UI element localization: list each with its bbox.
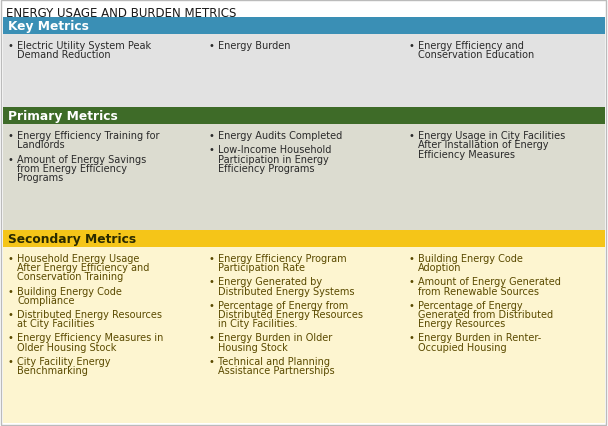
Text: Occupied Housing: Occupied Housing [418,342,507,352]
Text: Distributed Energy Systems: Distributed Energy Systems [218,286,354,296]
Text: Assistance Partnerships: Assistance Partnerships [218,365,334,375]
Text: from Energy Efficiency: from Energy Efficiency [17,164,127,173]
Text: • Amount of Energy Savings: • Amount of Energy Savings [8,154,147,164]
Text: • Percentage of Energy: • Percentage of Energy [409,300,523,310]
Text: • Building Energy Code: • Building Energy Code [409,253,523,263]
Text: in City Facilities.: in City Facilities. [218,319,297,328]
Text: Generated from Distributed: Generated from Distributed [418,309,553,319]
Text: Adoption: Adoption [418,262,462,273]
Text: Key Metrics: Key Metrics [8,20,89,33]
Text: at City Facilities: at City Facilities [17,319,94,328]
Text: • Distributed Energy Resources: • Distributed Energy Resources [8,309,162,319]
Text: • City Facility Energy: • City Facility Energy [8,356,111,366]
Text: Programs: Programs [17,173,63,183]
Text: Energy Resources: Energy Resources [418,319,506,328]
Text: Conservation Training: Conservation Training [17,272,123,282]
Bar [3,108,605,125]
Text: • Amount of Energy Generated: • Amount of Energy Generated [409,277,561,287]
Text: ENERGY USAGE AND BURDEN METRICS: ENERGY USAGE AND BURDEN METRICS [6,7,237,20]
Text: Older Housing Stock: Older Housing Stock [17,342,116,352]
Text: • Technical and Planning: • Technical and Planning [209,356,330,366]
Text: • Low-Income Household: • Low-Income Household [209,145,331,155]
Bar [3,35,605,108]
Text: • Energy Efficiency and: • Energy Efficiency and [409,41,524,51]
Text: • Percentage of Energy from: • Percentage of Energy from [209,300,348,310]
Text: Efficiency Measures: Efficiency Measures [418,149,516,159]
Text: Landlords: Landlords [17,140,64,150]
Text: Primary Metrics: Primary Metrics [8,110,118,123]
Text: • Energy Burden in Renter-: • Energy Burden in Renter- [409,333,542,343]
Text: Conservation Education: Conservation Education [418,50,534,60]
Bar [3,230,605,248]
Text: • Energy Generated by: • Energy Generated by [209,277,322,287]
Text: • Building Energy Code: • Building Energy Code [8,286,122,296]
Text: Demand Reduction: Demand Reduction [17,50,111,60]
Text: After Installation of Energy: After Installation of Energy [418,140,549,150]
Text: • Energy Burden in Older: • Energy Burden in Older [209,333,332,343]
Text: Secondary Metrics: Secondary Metrics [8,233,136,245]
Text: • Energy Audits Completed: • Energy Audits Completed [209,131,342,141]
Text: Distributed Energy Resources: Distributed Energy Resources [218,309,362,319]
Text: • Household Energy Usage: • Household Energy Usage [8,253,139,263]
Text: • Electric Utility System Peak: • Electric Utility System Peak [8,41,151,51]
Text: After Energy Efficiency and: After Energy Efficiency and [17,262,150,273]
Text: • Energy Efficiency Program: • Energy Efficiency Program [209,253,347,263]
Text: Benchmarking: Benchmarking [17,365,88,375]
Text: Efficiency Programs: Efficiency Programs [218,164,314,173]
Text: Compliance: Compliance [17,295,75,305]
Text: Participation Rate: Participation Rate [218,262,305,273]
Text: • Energy Burden: • Energy Burden [209,41,290,51]
Bar [3,248,605,423]
Text: Housing Stock: Housing Stock [218,342,288,352]
Bar [3,18,605,35]
Text: • Energy Efficiency Training for: • Energy Efficiency Training for [8,131,159,141]
Text: from Renewable Sources: from Renewable Sources [418,286,539,296]
Bar [3,125,605,230]
Text: • Energy Efficiency Measures in: • Energy Efficiency Measures in [8,333,164,343]
Text: Participation in Energy: Participation in Energy [218,154,328,164]
Text: • Energy Usage in City Facilities: • Energy Usage in City Facilities [409,131,565,141]
